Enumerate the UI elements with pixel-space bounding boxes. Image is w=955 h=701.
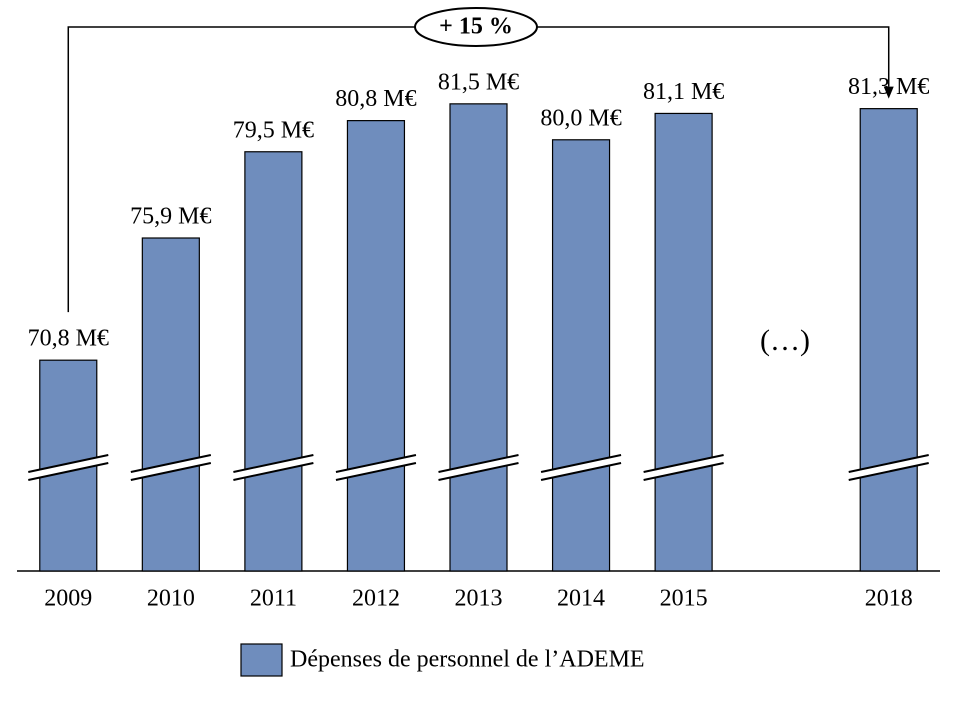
x-tick-label: 2015	[660, 586, 708, 612]
axis-break-line	[130, 462, 212, 481]
x-tick-label: 2012	[352, 586, 400, 612]
x-tick-label: 2010	[147, 586, 195, 612]
axis-break	[848, 455, 929, 480]
x-tick-label: 2011	[250, 586, 297, 612]
axis-break-line	[438, 454, 519, 473]
axis-break	[233, 455, 314, 480]
axis-break	[335, 455, 416, 480]
axis-break-line	[643, 454, 724, 473]
value-label: 79,5 M€	[233, 117, 314, 143]
value-label: 81,5 M€	[438, 69, 519, 95]
x-tick-label: 2009	[44, 586, 92, 612]
axis-break-line	[233, 454, 314, 473]
axis-break	[541, 455, 622, 480]
bar	[551, 139, 611, 572]
axis-break-line	[28, 454, 109, 473]
axis-break	[643, 455, 724, 480]
axis-break-line	[335, 462, 417, 481]
axis-break-line	[540, 462, 622, 481]
bar	[141, 237, 200, 572]
gap-label: (…)	[760, 324, 810, 357]
axis-break-line	[643, 462, 724, 481]
axis-break-line	[540, 454, 622, 473]
value-label: 75,9 M€	[130, 204, 211, 230]
axis-break-line	[130, 454, 212, 473]
x-tick-label: 2018	[865, 586, 913, 612]
bar	[859, 108, 918, 572]
annotation: + 15 %	[439, 14, 513, 40]
axis-break	[130, 455, 211, 480]
axis-break-line	[848, 454, 929, 473]
axis-break	[438, 455, 519, 480]
axis-break-line	[233, 462, 314, 481]
bar	[449, 103, 508, 572]
bar	[654, 112, 713, 572]
value-label: 80,0 M€	[540, 105, 621, 131]
x-tick-label: 2014	[557, 586, 605, 612]
x-tick-label: 2013	[455, 586, 503, 612]
axis-break-line	[335, 454, 417, 473]
axis-break-line	[848, 462, 929, 481]
legend-label: Dépenses de personnel de l’ADEME	[290, 647, 645, 673]
bar	[346, 120, 406, 572]
legend-swatch	[240, 643, 283, 677]
value-label: 81,3 M€	[848, 74, 929, 100]
value-label: 81,1 M€	[643, 79, 724, 105]
value-label: 70,8 M€	[28, 326, 109, 352]
axis-break	[28, 455, 109, 480]
value-label: 80,8 M€	[335, 86, 416, 112]
bracket-arrow	[883, 86, 894, 99]
axis-break-line	[438, 462, 519, 481]
axis-break-line	[28, 462, 109, 481]
annotation-ellipse	[414, 7, 538, 47]
bar	[244, 151, 303, 572]
